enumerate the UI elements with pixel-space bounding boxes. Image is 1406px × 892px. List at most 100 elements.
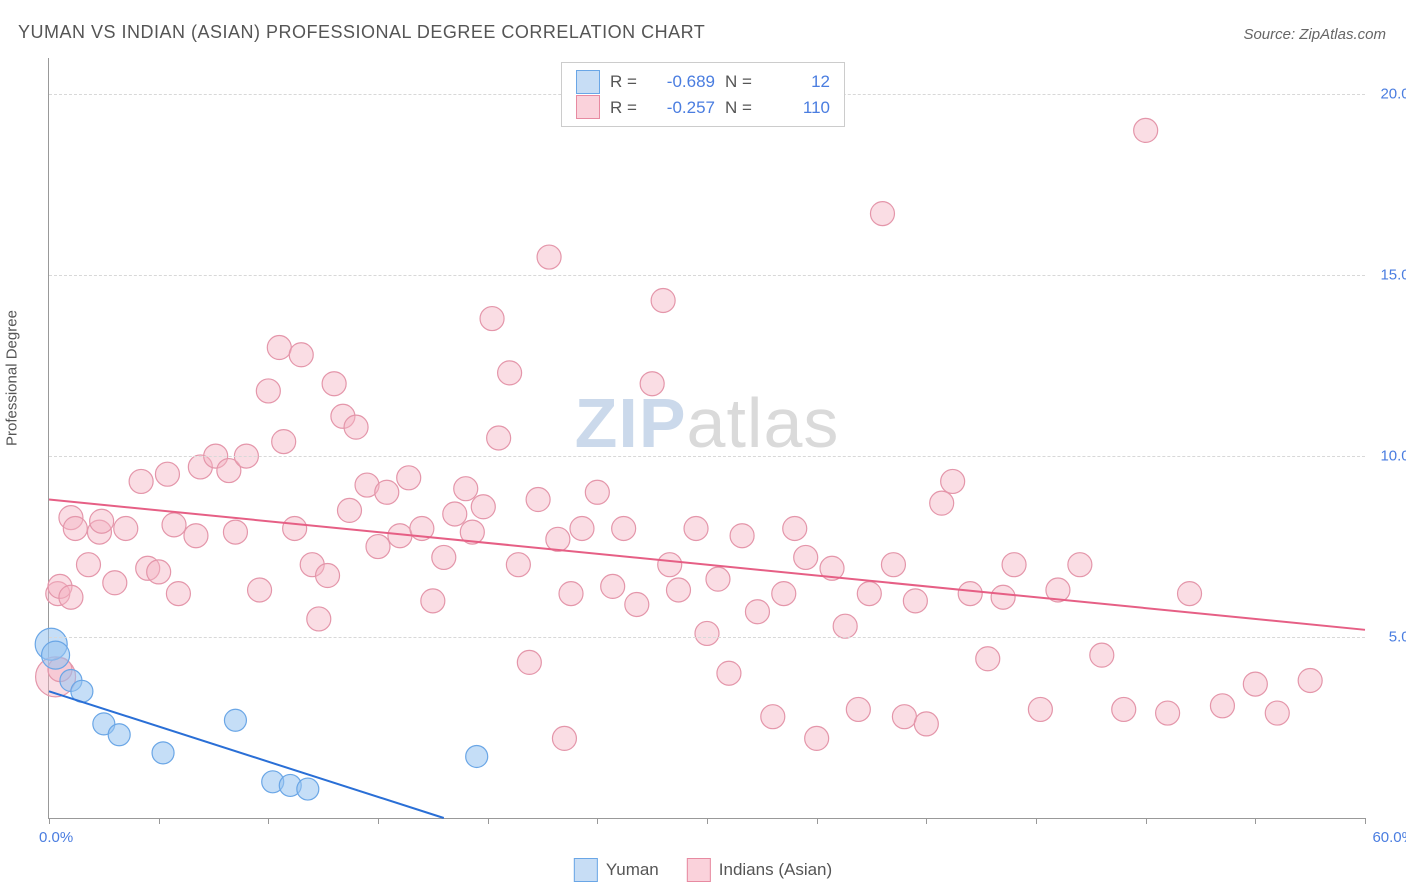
indian-point <box>1156 701 1180 725</box>
indian-trendline <box>49 500 1365 630</box>
indian-series <box>36 118 1323 750</box>
indian-point <box>640 372 664 396</box>
indian-point <box>892 705 916 729</box>
indian-point <box>443 502 467 526</box>
r-label: R = <box>610 69 640 95</box>
yuman-point <box>152 742 174 764</box>
indian-point <box>498 361 522 385</box>
yuman-trendline <box>49 691 444 818</box>
indian-point <box>289 343 313 367</box>
indian-point <box>366 535 390 559</box>
indian-point <box>480 307 504 331</box>
indian-point <box>537 245 561 269</box>
indian-point <box>147 560 171 584</box>
indian-point <box>166 582 190 606</box>
indian-point <box>846 697 870 721</box>
indian-point <box>162 513 186 537</box>
yuman-point <box>466 745 488 767</box>
y-tick-label: 10.0% <box>1373 448 1406 465</box>
yuman-point <box>42 641 70 669</box>
indian-point <box>546 527 570 551</box>
indian-point <box>316 564 340 588</box>
indian-point <box>184 524 208 548</box>
yuman-series <box>35 628 488 800</box>
x-tick <box>817 818 818 824</box>
x-tick <box>1146 818 1147 824</box>
indian-point <box>248 578 272 602</box>
n-value: 110 <box>765 95 830 121</box>
indian-point <box>1243 672 1267 696</box>
indian-point <box>1134 118 1158 142</box>
indian-point <box>1210 694 1234 718</box>
indian-point <box>155 462 179 486</box>
legend-swatch <box>576 70 600 94</box>
y-tick-label: 15.0% <box>1373 267 1406 284</box>
legend-item-yuman: Yuman <box>574 858 659 882</box>
plot-area: ZIPatlas 0.0% 60.0% 5.0%10.0%15.0%20.0% <box>48 58 1365 819</box>
yuman-point <box>297 778 319 800</box>
chart-title: YUMAN VS INDIAN (ASIAN) PROFESSIONAL DEG… <box>18 22 705 43</box>
source-label: Source: ZipAtlas.com <box>1243 26 1386 43</box>
indian-point <box>114 516 138 540</box>
x-tick <box>926 818 927 824</box>
legend-label: Yuman <box>606 860 659 880</box>
indian-point <box>223 520 247 544</box>
gridline <box>49 637 1365 638</box>
indian-point <box>684 516 708 540</box>
n-value: 12 <box>765 69 830 95</box>
indian-point <box>941 469 965 493</box>
yuman-point <box>108 724 130 746</box>
indian-point <box>59 585 83 609</box>
indian-point <box>870 202 894 226</box>
gridline <box>49 275 1365 276</box>
y-axis-label: Professional Degree <box>4 310 21 446</box>
indian-point <box>344 415 368 439</box>
indian-point <box>903 589 927 613</box>
indian-point <box>267 336 291 360</box>
indian-point <box>783 516 807 540</box>
x-tick <box>597 818 598 824</box>
indian-point <box>471 495 495 519</box>
indian-point <box>103 571 127 595</box>
indian-point <box>397 466 421 490</box>
y-tick-label: 20.0% <box>1373 86 1406 103</box>
indian-point <box>432 545 456 569</box>
indian-point <box>833 614 857 638</box>
indian-point <box>570 516 594 540</box>
indian-point <box>421 589 445 613</box>
indian-point <box>601 574 625 598</box>
x-tick <box>1255 818 1256 824</box>
x-tick <box>159 818 160 824</box>
legend-swatch <box>574 858 598 882</box>
legend-swatch <box>576 95 600 119</box>
indian-point <box>552 726 576 750</box>
indian-point <box>1028 697 1052 721</box>
indian-point <box>1002 553 1026 577</box>
legend-swatch <box>687 858 711 882</box>
x-tick <box>488 818 489 824</box>
indian-point <box>337 498 361 522</box>
indian-point <box>772 582 796 606</box>
indian-point <box>1112 697 1136 721</box>
legend-label: Indians (Asian) <box>719 860 832 880</box>
y-tick-label: 5.0% <box>1373 629 1406 646</box>
indian-point <box>585 480 609 504</box>
plot-svg <box>49 58 1365 818</box>
indian-point <box>625 592 649 616</box>
indian-point <box>881 553 905 577</box>
legend-correlation: R = -0.689 N = 12 R = -0.257 N = 110 <box>561 62 845 127</box>
indian-point <box>1068 553 1092 577</box>
legend-row: R = -0.257 N = 110 <box>576 95 830 121</box>
indian-point <box>90 509 114 533</box>
indian-point <box>914 712 938 736</box>
indian-point <box>930 491 954 515</box>
indian-point <box>454 477 478 501</box>
indian-point <box>651 288 675 312</box>
indian-point <box>695 621 719 645</box>
indian-point <box>1298 668 1322 692</box>
indian-point <box>272 430 296 454</box>
indian-point <box>805 726 829 750</box>
indian-point <box>706 567 730 591</box>
indian-point <box>517 650 541 674</box>
indian-point <box>745 600 769 624</box>
